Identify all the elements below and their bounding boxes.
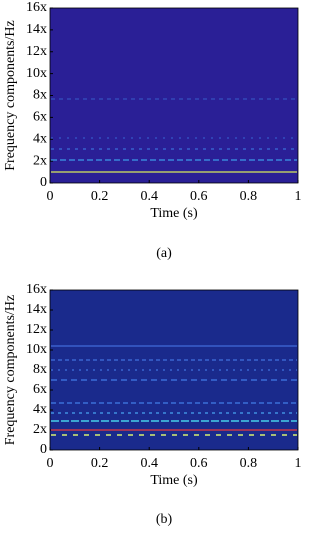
y-tick-label: 14x: [26, 302, 47, 317]
y-tick-label: 16x: [26, 0, 47, 15]
plot-b: 0 0.2 0.4 0.6 0.8 1 0 2x 4x 6x 8x 10x 12x 14x 16x Time …: [3, 282, 301, 527]
figure: 0 0.2 0.4 0.6 0.8 102x4x6x8x10x12x14x16xTime …: [3, 0, 301, 527]
x-tick-label: 0: [47, 189, 54, 204]
y-tick-label: 12x: [26, 44, 47, 59]
x-tick-label: 0.6: [190, 189, 208, 204]
y-tick-label: 10x: [26, 342, 47, 357]
x-tick-label: 0.8: [240, 456, 258, 471]
x-tick-label: 1: [295, 189, 302, 204]
heatmap-area: [50, 290, 298, 450]
x-axis-title: Time (s): [150, 206, 198, 221]
y-tick-label: 8x: [33, 88, 47, 103]
x-axis-title: Time (s): [150, 473, 198, 488]
x-tick-label: 0: [47, 456, 54, 471]
y-tick-label: 6x: [33, 382, 47, 397]
y-tick-label: 12x: [26, 322, 47, 337]
y-tick-label: 6x: [33, 110, 47, 125]
caption: (a): [156, 246, 172, 261]
x-tick-label: 0.6: [190, 456, 208, 471]
y-axis-title: Frequency components/Hz: [3, 20, 18, 170]
y-tick-label: 16x: [26, 282, 47, 297]
heatmap-area: [50, 8, 298, 183]
caption: (b): [156, 512, 173, 527]
x-tick-label: 0.4: [140, 189, 158, 204]
y-tick-label: 0: [40, 442, 47, 457]
y-tick-label: 2x: [33, 153, 47, 168]
x-tick-label: 0.2: [91, 456, 109, 471]
y-tick-label: 4x: [33, 131, 47, 146]
spectrum-lines-b: [51, 345, 297, 436]
y-tick-label: 14x: [26, 22, 47, 37]
y-axis-title: Frequency components/Hz: [3, 295, 18, 445]
y-tick-label: 2x: [33, 422, 47, 437]
plot-a: 0 0.2 0.4 0.6 0.8 1 0 2x 4x 6x 8x 10x 12x 14x 16x Time …: [3, 0, 301, 261]
y-tick-label: 4x: [33, 402, 47, 417]
x-tick-label: 1: [295, 456, 302, 471]
plot-frame: [49, 289, 299, 451]
x-tick-label: 0.8: [240, 189, 258, 204]
y-tick-label: 8x: [33, 362, 47, 377]
y-tick-label: 10x: [26, 66, 47, 81]
spectrum-lines-a: [51, 98, 297, 173]
x-tick-label: 0.4: [140, 456, 158, 471]
plot-frame: [49, 7, 299, 184]
y-tick-label: 0: [40, 175, 47, 190]
x-tick-label: 0.2: [91, 189, 109, 204]
